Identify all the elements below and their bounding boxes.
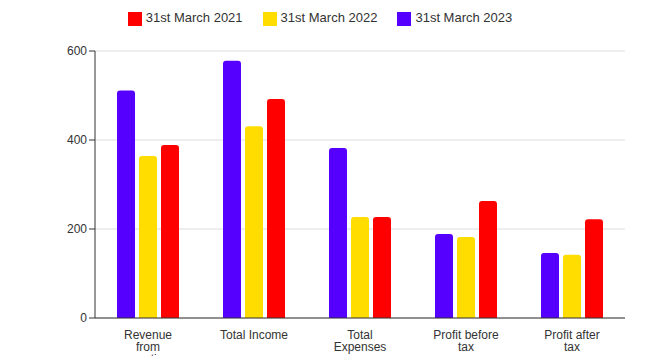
svg-text:Profit aftertax: Profit aftertax <box>544 328 599 354</box>
svg-text:0: 0 <box>80 311 87 325</box>
svg-text:Profit beforetax: Profit beforetax <box>433 328 499 354</box>
svg-text:TotalExpenses: TotalExpenses <box>334 328 387 354</box>
svg-text:Revenuefromoperations: Revenuefromoperations <box>120 328 176 356</box>
svg-text:400: 400 <box>67 133 87 147</box>
html-text:31st March 2021: 31st March 2021 <box>145 10 243 25</box>
svg-text:200: 200 <box>67 222 87 236</box>
svg-text:Total Income: Total Income <box>220 328 288 342</box>
html-text:31st March 2022: 31st March 2022 <box>280 10 378 25</box>
svg-text:600: 600 <box>67 44 87 58</box>
html-text:31st March 2023: 31st March 2023 <box>415 10 513 25</box>
